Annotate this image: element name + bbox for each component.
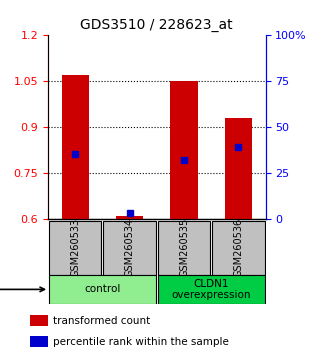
Text: CLDN1
overexpression: CLDN1 overexpression bbox=[172, 279, 251, 300]
FancyBboxPatch shape bbox=[103, 221, 156, 275]
Text: transformed count: transformed count bbox=[53, 316, 151, 326]
Text: GSM260536: GSM260536 bbox=[233, 218, 244, 278]
FancyBboxPatch shape bbox=[49, 275, 156, 304]
FancyBboxPatch shape bbox=[158, 221, 210, 275]
Text: GSM260534: GSM260534 bbox=[124, 218, 135, 278]
Text: GSM260535: GSM260535 bbox=[179, 218, 189, 278]
FancyBboxPatch shape bbox=[212, 221, 265, 275]
FancyBboxPatch shape bbox=[49, 221, 101, 275]
Bar bbox=[225, 118, 252, 219]
Text: GSM260533: GSM260533 bbox=[70, 218, 80, 278]
Bar bbox=[30, 336, 48, 347]
Bar bbox=[62, 75, 89, 219]
Bar bbox=[171, 81, 198, 219]
Bar bbox=[30, 315, 48, 326]
Text: protocol: protocol bbox=[0, 284, 44, 295]
Title: GDS3510 / 228623_at: GDS3510 / 228623_at bbox=[81, 18, 233, 32]
FancyBboxPatch shape bbox=[158, 275, 265, 304]
Text: control: control bbox=[84, 284, 121, 295]
Bar bbox=[116, 216, 143, 219]
Text: percentile rank within the sample: percentile rank within the sample bbox=[53, 337, 229, 347]
